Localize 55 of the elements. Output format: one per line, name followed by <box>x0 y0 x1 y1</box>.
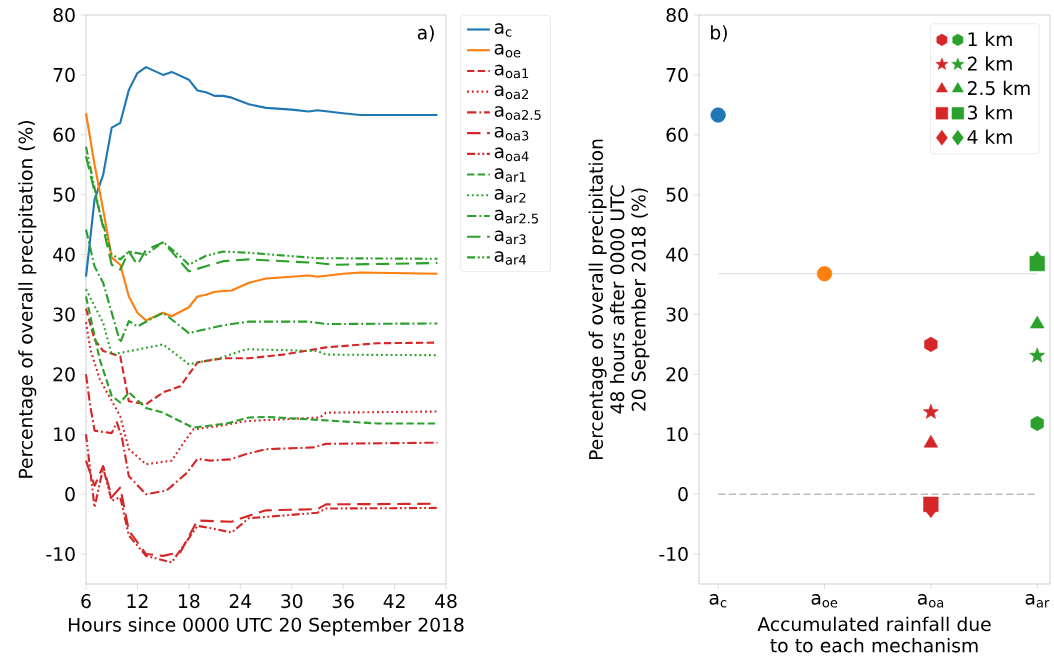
legend-label: 3 km <box>968 105 1012 120</box>
x-tick-label: 6 <box>81 594 91 609</box>
annotation: a) <box>417 25 434 42</box>
x-tick-label: a$_{c}$ <box>709 594 727 608</box>
y-tick-label: -10 <box>46 546 75 562</box>
y-tick-label: 60 <box>53 127 75 142</box>
legend-label: a$_{oa2.5}$ <box>494 106 541 120</box>
x-tick-label: 24 <box>229 594 252 608</box>
x-axis-title: Accumulated rainfall due to to each mechanism <box>757 616 991 653</box>
annotation: b) <box>711 25 727 42</box>
y-tick-label: 0 <box>678 487 688 502</box>
x-tick-label: 18 <box>179 594 200 609</box>
y-axis-title: Percentage of overall precipitation (%) <box>18 121 37 478</box>
x-tick-label: 42 <box>383 594 405 608</box>
x-tick-label: 48 <box>435 594 457 609</box>
y-tick-label: 60 <box>666 127 688 142</box>
legend-label: a$_{ar4}$ <box>494 251 526 265</box>
y-tick-label: 80 <box>666 7 688 23</box>
legend-label: a$_{ar3}$ <box>494 230 526 245</box>
legend-label: a$_{oa2}$ <box>494 85 529 100</box>
legend-label: a$_{ar1}$ <box>494 168 526 182</box>
x-tick-label: 12 <box>127 594 148 608</box>
y-tick-label: 50 <box>53 187 75 202</box>
y-tick-label: -10 <box>659 546 688 562</box>
x-tick-label: a$_{oe}$ <box>811 594 838 608</box>
legend-label: a$_{oe}$ <box>494 43 521 58</box>
y-tick-label: 80 <box>53 7 75 23</box>
y-tick-label: 30 <box>666 307 688 322</box>
x-tick-label: 36 <box>332 594 354 609</box>
x-tick-label: 30 <box>281 594 303 609</box>
y-tick-label: 10 <box>54 427 75 442</box>
legend-label: a$_{oa3}$ <box>494 126 529 141</box>
y-tick-label: 40 <box>666 247 688 262</box>
x-tick-label: a$_{ar}$ <box>1025 594 1050 608</box>
legend-label: a$_{oa4}$ <box>494 147 529 162</box>
legend-label: 2.5 km <box>967 80 1030 96</box>
x-axis-title: Hours since 0000 UTC 20 September 2018 <box>68 617 464 636</box>
legend-label: a$_{ar2}$ <box>494 189 526 203</box>
legend-label: 2 km <box>967 56 1012 71</box>
y-tick-label: 10 <box>667 427 688 442</box>
legend-label: a$_{c}$ <box>494 23 512 37</box>
y-tick-label: 0 <box>65 487 75 502</box>
y-tick-label: 50 <box>666 187 688 202</box>
x-tick-label: a$_{oa}$ <box>917 594 944 608</box>
legend-label: 4 km <box>967 129 1012 144</box>
legend-label: 1 km <box>968 31 1012 46</box>
y-axis-title: Percentage of overall precipitation 48 hours after 0000 UTC 20 September 2018 (%) <box>588 139 650 460</box>
y-tick-label: 20 <box>666 367 688 382</box>
y-tick-label: 70 <box>666 67 688 82</box>
y-tick-label: 20 <box>53 367 75 382</box>
legend-label: a$_{ar2.5}$ <box>494 209 539 224</box>
legend-label: a$_{oa1}$ <box>494 64 529 79</box>
y-tick-label: 40 <box>53 247 75 262</box>
y-tick-label: 70 <box>53 67 75 82</box>
y-tick-label: 30 <box>53 307 75 322</box>
